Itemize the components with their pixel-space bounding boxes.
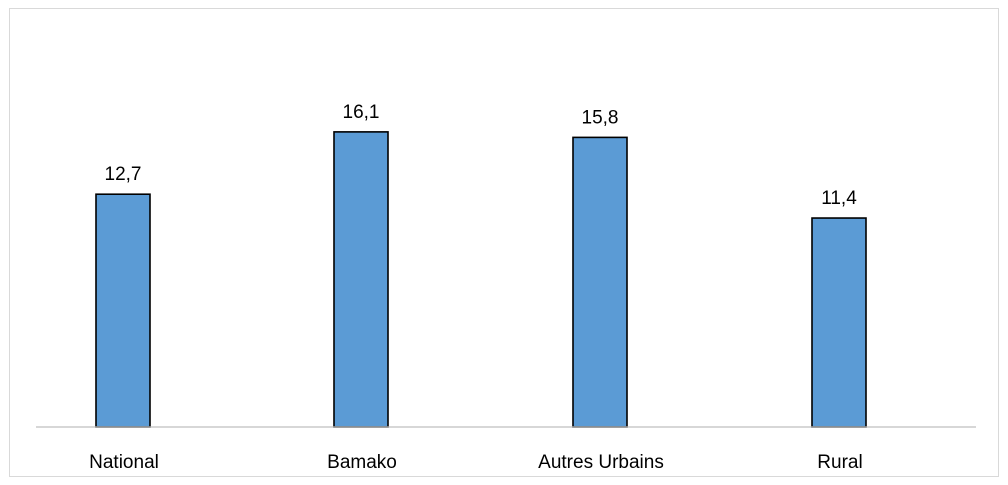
bar-autres-urbains [572,136,628,428]
x-tick-label-national: National [89,452,159,473]
data-label-autres-urbains: 15,8 [582,107,619,128]
x-tick-label-rural: Rural [817,452,862,473]
data-labels-group: 12,7 16,1 15,8 11,4 [105,102,858,209]
bar-rural [811,217,867,428]
data-label-national: 12,7 [105,164,142,185]
data-label-bamako: 16,1 [343,102,380,123]
x-tick-labels-group: National Bamako Autres Urbains Rural [89,452,863,473]
x-tick-label-autres-urbains: Autres Urbains [538,452,664,473]
data-label-rural: 11,4 [821,188,857,209]
bar-national [95,193,151,428]
x-tick-label-bamako: Bamako [327,452,397,473]
bar-bamako [333,131,389,428]
bars-group [95,131,867,428]
